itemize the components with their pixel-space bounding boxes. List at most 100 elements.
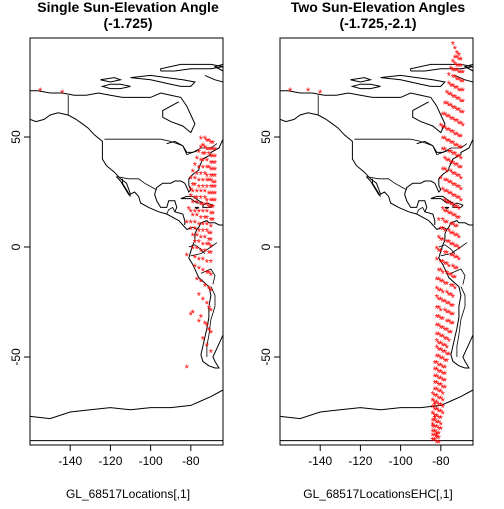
data-point: * xyxy=(455,231,460,243)
data-point: * xyxy=(201,200,206,212)
data-point: * xyxy=(443,196,448,208)
data-point: * xyxy=(447,262,452,274)
border-line xyxy=(190,242,218,257)
data-point: * xyxy=(455,264,460,276)
x-tick-label: -80 xyxy=(432,454,450,468)
data-point: * xyxy=(461,108,466,120)
data-point: * xyxy=(439,277,444,289)
data-point: * xyxy=(191,211,196,223)
data-point: * xyxy=(213,183,218,195)
data-point: * xyxy=(441,268,446,280)
border-line xyxy=(456,286,466,357)
data-point: * xyxy=(441,288,446,300)
data-point: * xyxy=(457,152,462,164)
data-point: * xyxy=(211,139,216,151)
data-point: * xyxy=(431,436,436,448)
data-point: * xyxy=(433,416,438,428)
data-point: * xyxy=(209,202,214,214)
panel-title-line1: Two Sun-Elevation Angles xyxy=(291,0,465,15)
data-point: * xyxy=(451,180,456,192)
data-point: * xyxy=(461,86,466,98)
data-point: * xyxy=(197,227,202,239)
data-point: * xyxy=(211,172,216,184)
data-point: * xyxy=(433,427,438,439)
data-point: * xyxy=(439,407,444,419)
data-point: * xyxy=(449,251,454,263)
coastline xyxy=(194,206,200,210)
data-point: * xyxy=(439,286,444,298)
data-point: * xyxy=(197,290,202,302)
coastline xyxy=(202,202,214,208)
data-point: * xyxy=(201,255,206,267)
y-tick-label: 50 xyxy=(259,130,273,144)
data-point: * xyxy=(453,73,458,85)
data-point: * xyxy=(447,308,452,320)
data-point: * xyxy=(189,224,194,236)
data-point: * xyxy=(441,257,446,269)
panel-right: Two Sun-Elevation Angles (-1.725,-2.1) *… xyxy=(259,0,474,501)
data-point: * xyxy=(447,101,452,113)
data-point: * xyxy=(445,288,450,300)
data-point: * xyxy=(209,242,214,254)
data-point: * xyxy=(437,429,442,441)
data-point: * xyxy=(443,218,448,230)
data-point: * xyxy=(209,145,214,157)
data-point: * xyxy=(203,143,208,155)
data-point: * xyxy=(453,169,458,181)
data-point: * xyxy=(205,163,210,175)
data-point: * xyxy=(447,189,452,201)
data-point: * xyxy=(441,348,446,360)
data-point: * xyxy=(431,436,436,448)
data-point: * xyxy=(451,293,456,305)
data-point: * xyxy=(451,191,456,203)
data-point: * xyxy=(435,365,440,377)
data-point: * xyxy=(455,152,460,164)
data-point: * xyxy=(197,207,202,219)
data-point: * xyxy=(435,244,440,256)
coastline xyxy=(404,115,473,225)
data-point: * xyxy=(433,436,438,448)
data-point: * xyxy=(443,176,448,188)
data-point: * xyxy=(449,158,454,170)
data-point: * xyxy=(449,101,454,113)
data-point: * xyxy=(445,187,450,199)
data-point: * xyxy=(445,299,450,311)
data-point: * xyxy=(449,301,454,313)
data-point: * xyxy=(453,53,458,65)
data-point: * xyxy=(447,350,452,362)
data-point: * xyxy=(457,143,462,155)
data-point: * xyxy=(453,44,458,56)
data-point: * xyxy=(433,427,438,439)
data-point: * xyxy=(451,310,456,322)
data-point: * xyxy=(439,361,444,373)
data-point: * xyxy=(439,323,444,335)
data-point: * xyxy=(431,409,436,421)
data-point: * xyxy=(203,187,208,199)
data-point: * xyxy=(443,154,448,166)
data-point: * xyxy=(455,253,460,265)
data-point: * xyxy=(443,165,448,177)
data-point: * xyxy=(445,125,450,137)
coastline xyxy=(410,63,473,72)
coastline xyxy=(180,195,204,204)
data-point: * xyxy=(451,139,456,151)
data-point: * xyxy=(437,433,442,445)
data-point: * xyxy=(213,189,218,201)
data-point: * xyxy=(433,398,438,410)
data-point: * xyxy=(443,110,448,122)
data-point: * xyxy=(453,84,458,96)
data-point: * xyxy=(451,92,456,104)
data-point: * xyxy=(195,169,200,181)
data-point: * xyxy=(441,332,446,344)
data-point: * xyxy=(191,244,196,256)
data-point: * xyxy=(443,297,448,309)
data-point: * xyxy=(205,183,210,195)
data-point: * xyxy=(209,165,214,177)
coastline xyxy=(154,115,223,225)
data-point: * xyxy=(453,284,458,296)
border-line xyxy=(450,268,466,285)
data-point: * xyxy=(455,130,460,142)
data-point: * xyxy=(189,310,194,322)
data-point: * xyxy=(191,187,196,199)
